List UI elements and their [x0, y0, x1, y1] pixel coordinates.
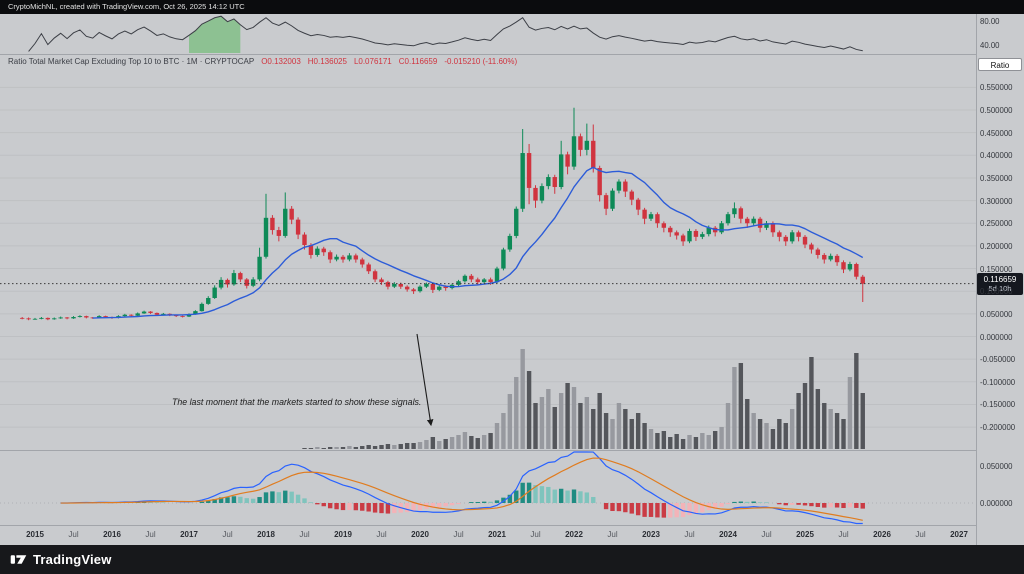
price-tick-label: 0.150000: [980, 264, 1013, 274]
time-tick-label: 2025: [796, 530, 814, 539]
ohlc-close: C0.116659: [398, 57, 438, 66]
price-tick-label: 0.050000: [980, 309, 1013, 319]
price-tick-label: 0.050000: [980, 462, 1013, 471]
time-tick-label: 2020: [411, 530, 429, 539]
time-tick-label: 2022: [565, 530, 583, 539]
bar-countdown: 5d 10h: [988, 284, 1012, 293]
ohlc-high: H0.136025: [307, 57, 347, 66]
time-tick-label: 2021: [488, 530, 506, 539]
time-tick-label: 2018: [257, 530, 275, 539]
price-tick-label: 0.000000: [980, 332, 1013, 342]
price-tick-label: 0.100000: [980, 287, 1013, 297]
time-tick-label: Jul: [68, 530, 79, 539]
annotation-text[interactable]: The last moment that the markets started…: [172, 397, 422, 407]
watermark-text: CryptoMichNL, created with TradingView.c…: [8, 2, 245, 11]
price-tick-label: 0.350000: [980, 173, 1013, 183]
time-tick-label: 2023: [642, 530, 660, 539]
ohlc-low: L0.076171: [353, 57, 392, 66]
price-tick-label: 0.450000: [980, 128, 1013, 138]
price-tick-label: 0.300000: [980, 196, 1013, 206]
time-tick-label: Jul: [145, 530, 156, 539]
time-tick-label: Jul: [376, 530, 387, 539]
price-axis-border: [976, 14, 977, 545]
price-tick-label: 0.000000: [980, 499, 1013, 508]
time-tick-label: 2016: [103, 530, 121, 539]
pane-separator-top[interactable]: [0, 54, 976, 55]
time-tick-label: 2027: [950, 530, 968, 539]
price-tick-label: -0.050000: [980, 355, 1016, 365]
price-tick-label: 80.00: [980, 17, 1000, 27]
time-tick-label: 2026: [873, 530, 891, 539]
time-tick-label: Jul: [453, 530, 464, 539]
time-tick-label: Jul: [684, 530, 695, 539]
ohlc-change: -0.015210 (-11.60%): [444, 57, 518, 66]
ohlc-open: O0.132003: [261, 57, 301, 66]
symbol-title[interactable]: Ratio Total Market Cap Excluding Top 10 …: [8, 57, 255, 66]
time-tick-label: 2015: [26, 530, 44, 539]
price-tick-label: -0.100000: [980, 377, 1016, 387]
last-price-value: 0.116659: [983, 275, 1017, 284]
symbol-legend: Ratio Total Market Cap Excluding Top 10 …: [8, 57, 517, 66]
tradingview-logo-bar: TradingView: [0, 545, 1024, 574]
time-tick-label: Jul: [299, 530, 310, 539]
price-tick-label: 0.500000: [980, 106, 1013, 115]
price-tick-label: -0.150000: [980, 400, 1016, 410]
time-tick-label: 2019: [334, 530, 352, 539]
time-tick-label: Jul: [761, 530, 772, 539]
time-tick-label: 2017: [180, 530, 198, 539]
price-tick-label: -0.200000: [980, 423, 1016, 433]
time-tick-label: Jul: [222, 530, 233, 539]
time-tick-label: Jul: [530, 530, 541, 539]
time-tick-label: 2024: [719, 530, 737, 539]
price-tick-label: 0.400000: [980, 151, 1013, 161]
tradingview-logo-icon[interactable]: [10, 551, 27, 568]
time-tick-label: Jul: [607, 530, 618, 539]
time-tick-label: Jul: [838, 530, 849, 539]
watermark-bar: CryptoMichNL, created with TradingView.c…: [0, 0, 1024, 14]
tradingview-brand-text[interactable]: TradingView: [33, 552, 112, 567]
last-price-badge: 0.116659 5d 10h: [977, 273, 1023, 295]
pane-separator-bottom: [0, 525, 976, 526]
time-tick-label: Jul: [915, 530, 926, 539]
price-tick-label: 40.00: [980, 40, 1000, 50]
price-tick-label: 0.550000: [980, 83, 1013, 93]
price-tick-label: 0.200000: [980, 241, 1013, 251]
pane-separator-middle[interactable]: [0, 450, 976, 451]
price-tick-label: 0.250000: [980, 219, 1013, 229]
ratio-scale-button[interactable]: Ratio: [978, 58, 1022, 71]
